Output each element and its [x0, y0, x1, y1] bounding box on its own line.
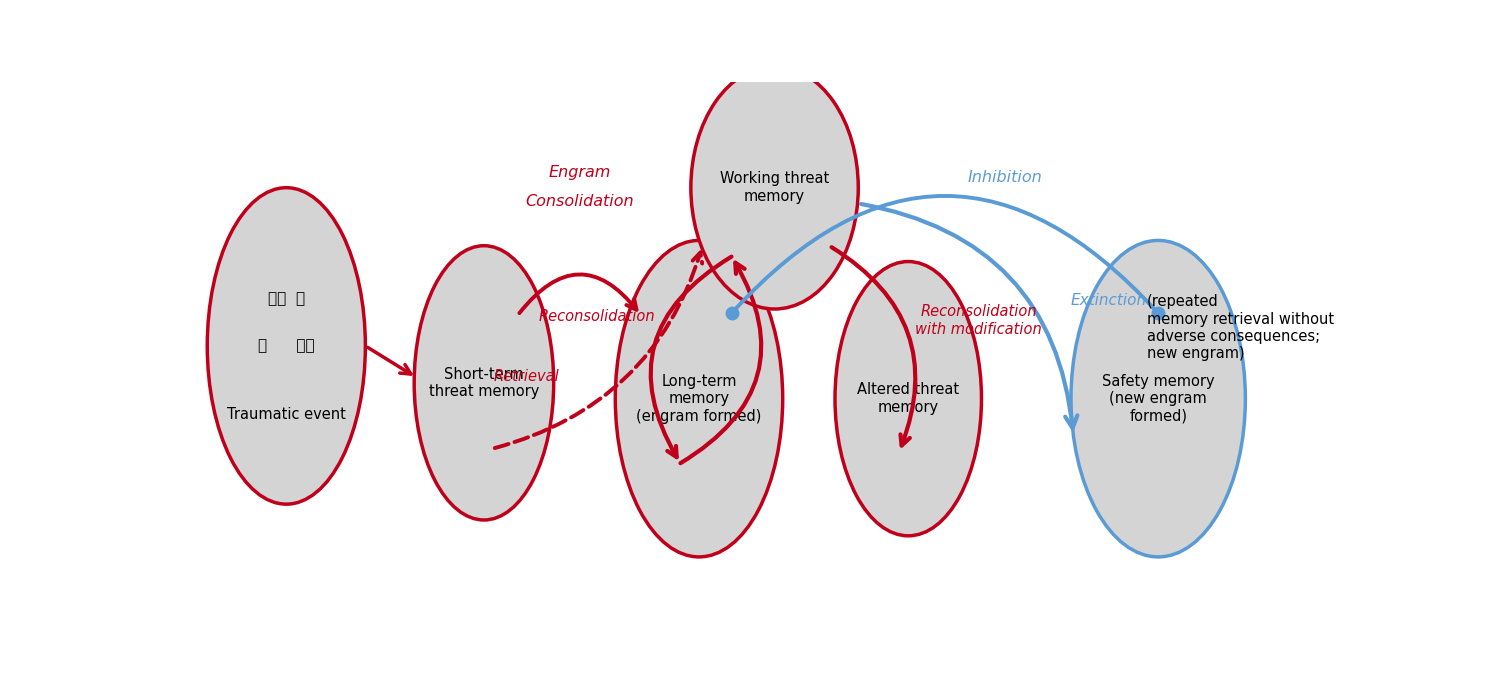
Ellipse shape: [1071, 240, 1245, 557]
Ellipse shape: [615, 240, 783, 557]
FancyArrowPatch shape: [681, 262, 762, 463]
Text: Working threat
memory: Working threat memory: [720, 171, 830, 204]
Text: Reconsolidation
with modification: Reconsolidation with modification: [915, 304, 1042, 337]
Text: 💣      🏠🔥: 💣 🏠🔥: [258, 338, 315, 353]
Text: Traumatic event: Traumatic event: [226, 407, 345, 422]
FancyArrowPatch shape: [651, 257, 732, 457]
Text: Inhibition: Inhibition: [968, 170, 1042, 185]
Ellipse shape: [836, 262, 981, 536]
Text: Extinction: Extinction: [1071, 293, 1148, 308]
Text: Safety memory
(new engram
formed): Safety memory (new engram formed): [1102, 374, 1215, 423]
FancyArrowPatch shape: [368, 347, 411, 374]
Ellipse shape: [207, 188, 366, 504]
Text: Engram: Engram: [548, 165, 610, 179]
Text: Short-term
threat memory: Short-term threat memory: [429, 366, 538, 399]
FancyArrowPatch shape: [861, 204, 1077, 428]
Text: Long-term
memory
(engram formed): Long-term memory (engram formed): [636, 374, 762, 423]
FancyArrowPatch shape: [495, 253, 702, 448]
FancyArrowPatch shape: [519, 275, 636, 313]
FancyArrowPatch shape: [831, 247, 915, 445]
Ellipse shape: [414, 246, 554, 520]
Text: Consolidation: Consolidation: [525, 194, 633, 209]
Text: Altered threat
memory: Altered threat memory: [856, 382, 960, 415]
Text: (repeated
memory retrieval without
adverse consequences;
new engram): (repeated memory retrieval without adver…: [1146, 295, 1334, 362]
Ellipse shape: [692, 66, 858, 309]
Text: Reconsolidation: Reconsolidation: [538, 310, 656, 325]
FancyArrowPatch shape: [734, 196, 1156, 311]
Text: Retrieval: Retrieval: [494, 369, 560, 384]
Text: 🚗💥  🏥: 🚗💥 🏥: [267, 291, 305, 306]
